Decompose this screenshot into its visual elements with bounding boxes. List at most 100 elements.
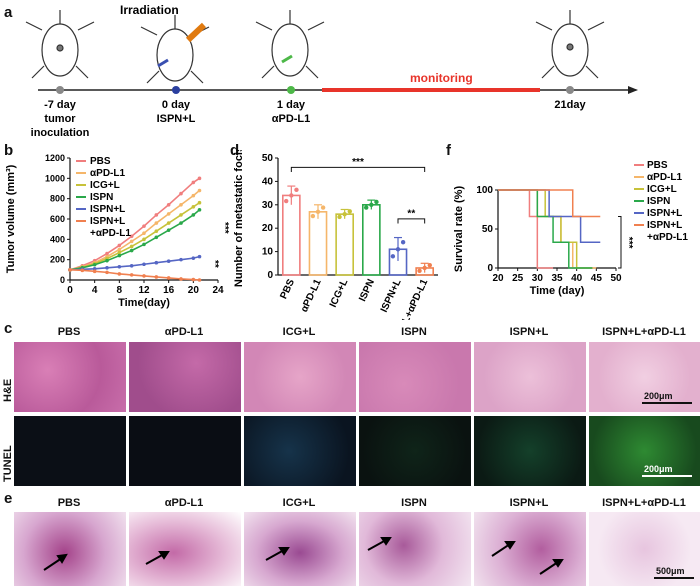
- legend-label-0: PBS: [647, 160, 668, 171]
- data-point: [117, 250, 122, 255]
- data-point: [179, 202, 183, 207]
- data-point: [191, 180, 196, 185]
- arrow-icon: [380, 537, 392, 546]
- arrow-icon: [491, 543, 511, 557]
- legend-label-6: +αPD-L1: [647, 232, 688, 243]
- data-point: [289, 193, 294, 198]
- he-image-icgl: [244, 342, 356, 412]
- arrow-icon: [367, 539, 387, 551]
- row-label-he: H&E: [2, 378, 14, 402]
- data-point: [154, 260, 159, 265]
- he-image-apdl1: [129, 342, 241, 412]
- y-tick-label: 20: [262, 223, 274, 234]
- event-day-4: 21day: [554, 99, 586, 111]
- he-image-pbs: [14, 342, 126, 412]
- survival-line-3: [498, 189, 593, 269]
- timeline-dot-3: [287, 86, 295, 94]
- x-tick-label: 20: [492, 273, 504, 284]
- data-point: [337, 214, 342, 220]
- data-point: [142, 231, 146, 236]
- data-point: [179, 257, 183, 262]
- data-point: [191, 193, 196, 198]
- bar-1: [308, 211, 328, 276]
- panel-label-e: e: [4, 490, 13, 507]
- tunel-image-ispnl: [474, 416, 586, 486]
- data-point: [395, 247, 401, 252]
- data-point: [179, 277, 183, 281]
- data-point: [129, 244, 134, 249]
- data-point: [105, 258, 109, 263]
- data-point: [142, 262, 146, 267]
- panel-label-d: d: [230, 142, 240, 159]
- y-tick-label: 0: [267, 270, 273, 281]
- lung-header-1: αPD-L1: [164, 497, 204, 509]
- category-label-3: ISPN: [357, 278, 377, 304]
- y-tick-label: 800: [50, 194, 65, 204]
- data-point: [315, 209, 321, 215]
- y-axis-label: Tumor volume (mm³): [5, 164, 17, 273]
- data-point: [117, 247, 122, 252]
- timeline-figure: Irradiation monitoring -7 day tumor inoc…: [25, 3, 638, 139]
- arrow-icon: [56, 553, 68, 564]
- x-tick-label: 24: [212, 285, 224, 296]
- tunel-image-ispn: [359, 416, 471, 486]
- x-tick-label: 40: [571, 273, 583, 284]
- data-point: [166, 259, 171, 263]
- mouse-icon-3: [255, 10, 325, 79]
- data-point: [166, 221, 171, 225]
- bar-3: [362, 203, 381, 276]
- series-line-5: [69, 269, 200, 281]
- tunel-image-icgl: [244, 416, 356, 486]
- data-point: [400, 240, 406, 245]
- mouse-icon-1: [25, 10, 95, 79]
- data-point: [92, 269, 97, 274]
- lung-image-ispnl: [474, 512, 586, 586]
- irradiation-label: Irradiation: [120, 3, 179, 17]
- scale-label-tunel: 200μm: [644, 464, 673, 474]
- data-point: [105, 251, 109, 256]
- data-point: [166, 276, 171, 280]
- data-point: [142, 274, 146, 278]
- series-line-2: [69, 202, 200, 271]
- data-point: [310, 213, 316, 219]
- legend-label-5: ISPN+L: [647, 220, 682, 231]
- histology-header-4: ISPN+L: [509, 326, 549, 338]
- category-label-0: PBS: [278, 277, 297, 301]
- arrow-icon: [158, 551, 170, 560]
- sig-label-2: **: [209, 260, 220, 268]
- arrow-icon: [145, 553, 165, 565]
- survival-chart: 20 25 30 35 40 45 50 0 50 100 Time (day) Survival r…: [453, 160, 688, 297]
- scale-bar-he: [642, 402, 692, 404]
- data-point: [154, 213, 159, 217]
- tumor-volume-chart: 0 4 8 12 16 20 24 0 200 400 600 800 1000 1200 Time(day…: [5, 153, 230, 309]
- data-point: [191, 205, 196, 209]
- data-point: [197, 278, 202, 282]
- y-tick-label: 600: [50, 214, 65, 224]
- y-tick-label: 10: [262, 247, 274, 258]
- arrow-icon: [265, 549, 285, 561]
- data-point: [80, 268, 85, 273]
- legend-label-3: ISPN: [647, 196, 670, 207]
- data-point: [92, 262, 97, 267]
- data-point: [197, 200, 202, 205]
- sig-label-1: ***: [352, 157, 364, 168]
- data-point: [179, 221, 183, 225]
- x-tick-label: 35: [551, 273, 563, 284]
- bar-2: [335, 213, 354, 276]
- timeline-dot-4: [566, 86, 574, 94]
- survival-line-1: [498, 189, 597, 269]
- histology-header-5: ISPN+L+αPD-L1: [602, 326, 686, 338]
- row-label-tunel: TUNEL: [2, 445, 14, 482]
- sig-label: ***: [623, 237, 634, 249]
- data-point: [197, 188, 202, 193]
- data-point: [374, 199, 379, 205]
- data-point: [191, 213, 196, 217]
- data-point: [390, 254, 396, 259]
- data-point: [422, 265, 427, 271]
- event-desc-2: ISPN+L: [157, 113, 196, 125]
- lung-arrows: [43, 537, 694, 579]
- sig-label-2: **: [407, 209, 415, 220]
- lung-header-4: ISPN+L: [509, 497, 549, 509]
- legend-label-0: PBS: [90, 156, 111, 167]
- data-point: [105, 266, 109, 270]
